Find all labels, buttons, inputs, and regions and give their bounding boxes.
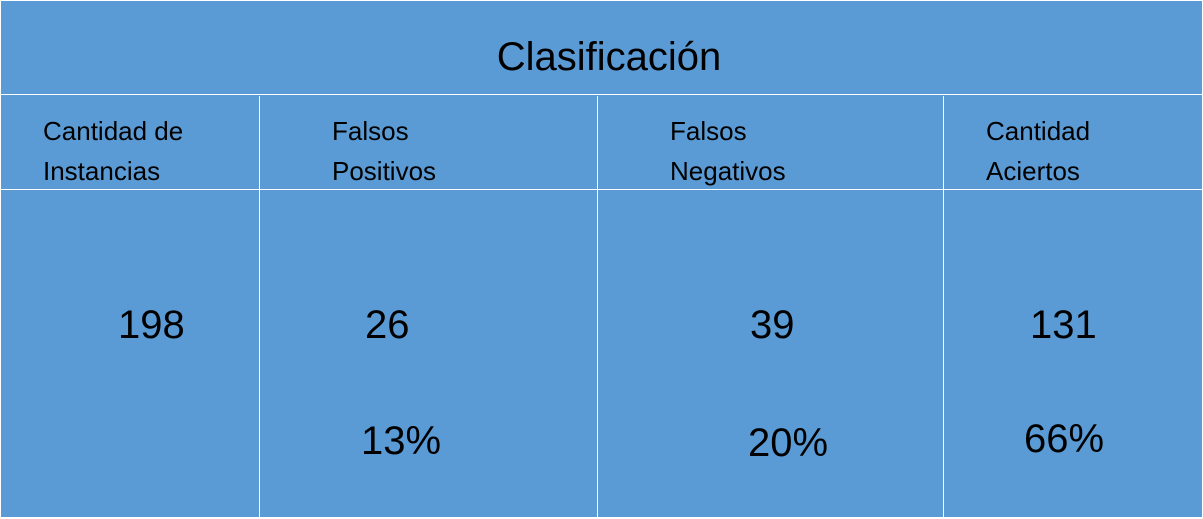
value-falsos-positivos: 26 [365, 303, 410, 347]
header-cantidad-aciertos: Cantidad Aciertos [986, 116, 1091, 186]
value-instancias: 198 [118, 303, 185, 347]
table-title: Clasificación [496, 35, 722, 79]
column-divider [943, 96, 944, 519]
column-divider [597, 96, 598, 519]
value-aciertos: 131 [1030, 303, 1097, 347]
column-divider [259, 96, 260, 519]
header-cantidad-instancias: Cantidad de Instancias [43, 116, 184, 186]
percent-falsos-positivos: 13% [361, 419, 442, 463]
table-title-row: Clasificación [1, 1, 1203, 95]
header-falsos-negativos: Falsos Negativos [670, 116, 786, 186]
percent-aciertos: 66% [1024, 417, 1105, 461]
value-falsos-negativos: 39 [750, 303, 795, 347]
header-falsos-positivos: Falsos Positivos [332, 116, 437, 186]
header-divider [1, 189, 1203, 190]
percent-falsos-negativos: 20% [748, 421, 829, 465]
